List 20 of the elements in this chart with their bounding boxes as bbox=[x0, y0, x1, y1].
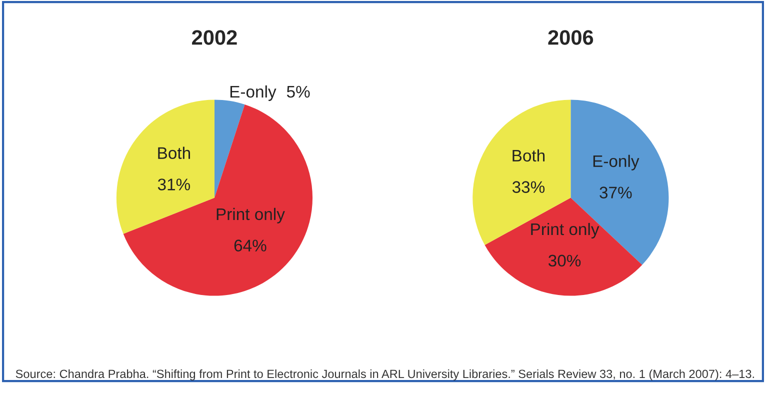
slice-label: Print only bbox=[531, 222, 600, 238]
slice-label: Both bbox=[158, 146, 190, 159]
chart-title: 2002 bbox=[192, 30, 237, 45]
data-label: 31% bbox=[158, 178, 190, 190]
slice-label: E-only bbox=[593, 154, 640, 170]
pie-slice bbox=[123, 104, 313, 296]
data-label: 30% bbox=[548, 254, 581, 267]
pie-slice bbox=[484, 198, 642, 296]
data-label: 33% bbox=[512, 181, 545, 193]
source-note: Source: Chandra Prabha. “Shifting from Print to Electronic Journals in ARL University Libraries.” Serials Review 33, no. 1 (March 2007): 4–13. bbox=[16, 369, 754, 380]
pie-slice bbox=[472, 100, 571, 245]
slice-label: Both bbox=[512, 149, 545, 162]
pie-slice bbox=[116, 100, 214, 234]
data-label: 37% bbox=[600, 186, 632, 198]
pie-slice bbox=[214, 100, 245, 198]
data-label: 64% bbox=[234, 240, 266, 252]
data-label: 5% bbox=[286, 86, 310, 98]
slice-label: E-only bbox=[230, 85, 276, 101]
chart-title: 2006 bbox=[548, 30, 594, 45]
slice-label: Print only bbox=[216, 208, 285, 224]
